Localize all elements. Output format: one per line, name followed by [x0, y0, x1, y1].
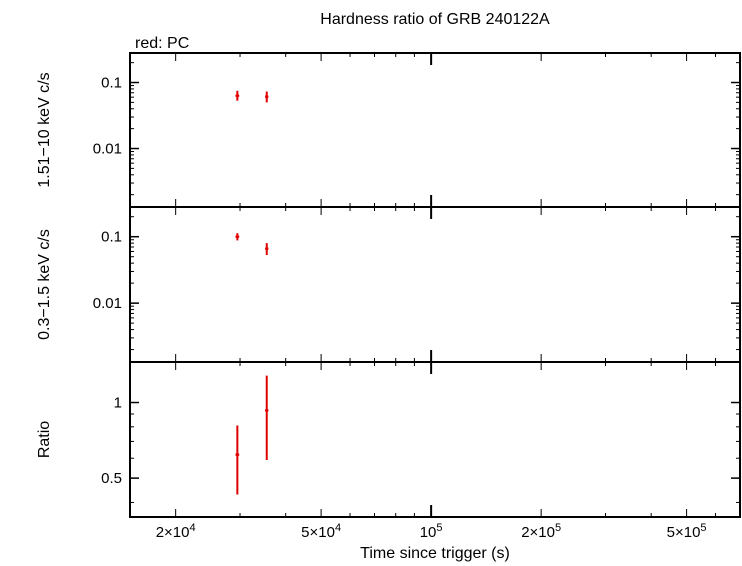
x-axis-label: Time since trigger (s)	[360, 545, 510, 562]
x-tick-label: 5×104	[301, 522, 341, 541]
data-point	[235, 90, 240, 101]
y-tick-label: 0.5	[101, 470, 122, 487]
data-point	[265, 91, 269, 103]
data-point	[235, 425, 240, 495]
panel-hard: 0.01 0.1 1.51−10 keV c/s	[36, 52, 741, 208]
x-tick-label: 2×104	[156, 522, 196, 541]
x-tick-label: 2×105	[521, 522, 561, 541]
x-tick-label: 5×105	[667, 522, 707, 541]
point-marker	[265, 95, 269, 99]
y-axis-label-ratio: Ratio	[36, 421, 53, 458]
panel-ratio: 0.5 1 Ratio	[36, 361, 741, 518]
point-marker	[235, 235, 239, 239]
panel-frame	[129, 52, 741, 208]
data-point	[235, 233, 240, 241]
y-tick-label: 1	[114, 395, 122, 412]
point-marker	[235, 94, 239, 98]
panel-frame	[129, 206, 741, 363]
point-marker	[235, 453, 239, 457]
y-tick-label: 0.1	[101, 75, 122, 92]
y-tick-label: 0.01	[93, 141, 122, 158]
point-marker	[265, 247, 269, 251]
y-tick-label: 0.01	[93, 295, 122, 312]
y-tick-label: 0.1	[101, 229, 122, 246]
panel-soft: 0.01 0.1 0.3−1.5 keV c/s	[36, 206, 741, 363]
x-tick-label: 105	[420, 522, 443, 541]
chart-title: Hardness ratio of GRB 240122A	[320, 11, 550, 28]
data-point	[265, 375, 269, 461]
panel-frame	[129, 361, 741, 518]
y-axis-label-hard: 1.51−10 keV c/s	[36, 72, 53, 187]
y-axis-label-soft: 0.3−1.5 keV c/s	[36, 229, 53, 340]
legend-label: red: PC	[135, 35, 189, 52]
data-point	[265, 243, 269, 256]
point-marker	[265, 408, 269, 413]
